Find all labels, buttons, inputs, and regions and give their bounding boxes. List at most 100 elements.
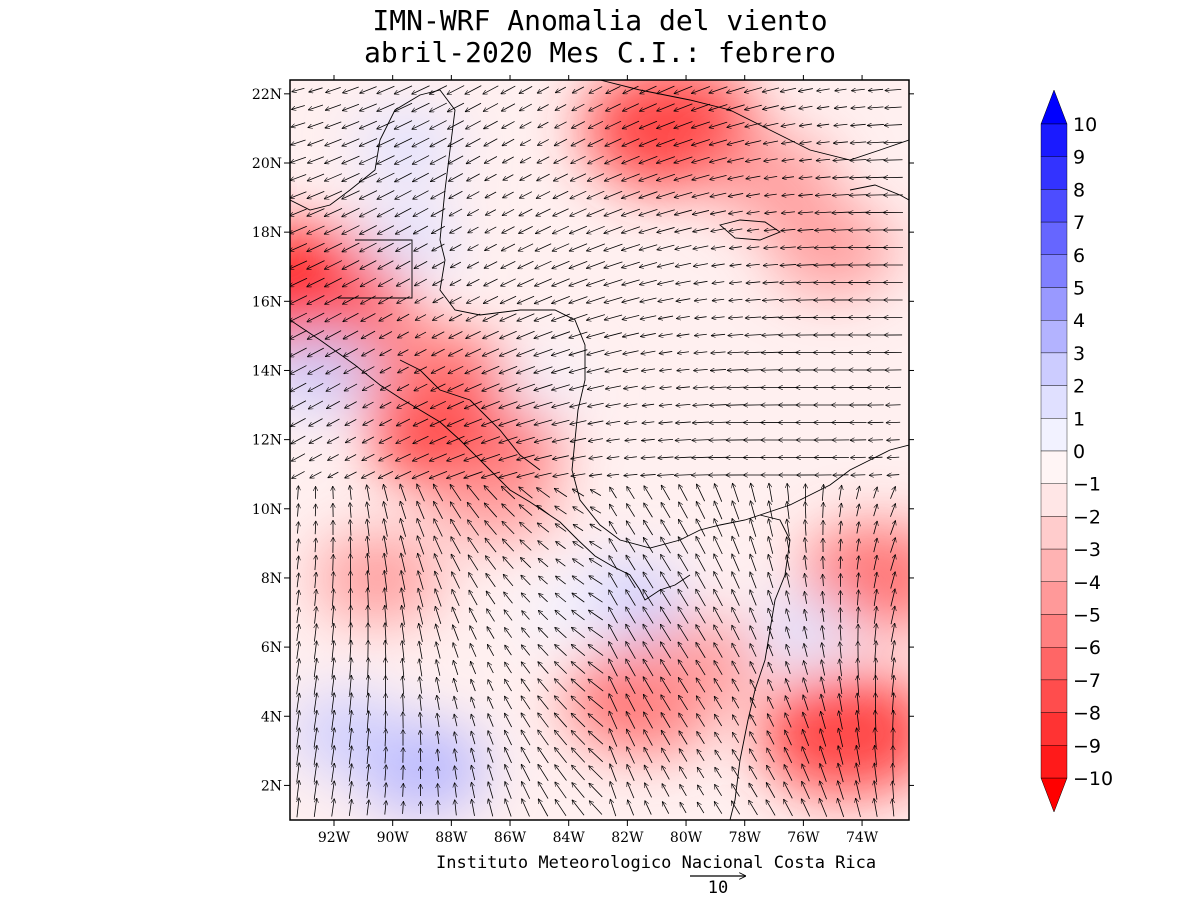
- wind-vector: [520, 557, 532, 568]
- wind-vector: [467, 485, 480, 501]
- wind-vector: [692, 210, 710, 214]
- wind-vector: [520, 540, 532, 551]
- wind-vector: [359, 138, 378, 146]
- lon-tick-label: 90W: [377, 830, 410, 846]
- wind-vector: [384, 553, 388, 573]
- wind-vector: [384, 570, 387, 590]
- wind-vector: [342, 86, 359, 93]
- wind-vector: [465, 365, 482, 374]
- anomaly-region: [751, 591, 856, 668]
- wind-vector: [817, 107, 830, 109]
- wind-vector: [674, 174, 693, 181]
- wind-vector: [290, 330, 307, 340]
- wind-vector: [450, 279, 462, 286]
- wind-vector: [873, 521, 878, 535]
- wind-vector: [431, 208, 446, 217]
- wind-vector: [606, 421, 621, 423]
- wind-vector: [307, 225, 325, 234]
- wind-vector: [413, 435, 429, 443]
- colorbar-swatch: [1040, 483, 1068, 517]
- wind-vector: [866, 177, 885, 178]
- wind-vector: [464, 453, 483, 461]
- wind-vector: [799, 106, 813, 108]
- wind-vector: [464, 400, 483, 408]
- wind-vector: [572, 86, 585, 94]
- wind-vector: [327, 454, 339, 461]
- wind-vector: [782, 194, 795, 196]
- wind-vector: [832, 195, 850, 196]
- wind-vector: [430, 418, 447, 426]
- wind-vector: [431, 348, 445, 357]
- wind-vector: [676, 404, 691, 405]
- wind-vector: [447, 418, 465, 427]
- colorbar-swatch: [1040, 254, 1068, 288]
- wind-vector: [890, 520, 895, 535]
- wind-vector: [833, 142, 848, 143]
- wind-vector: [639, 279, 657, 285]
- wind-vector: [660, 502, 671, 519]
- wind-vector: [643, 537, 654, 553]
- wind-vector: [450, 554, 461, 572]
- wind-vector: [536, 191, 551, 199]
- wind-vector: [622, 297, 640, 303]
- colombia-caribbean-coast: [759, 444, 909, 516]
- wind-vector: [709, 157, 727, 163]
- wind-vector: [417, 484, 425, 502]
- wind-vector: [678, 484, 688, 501]
- wind-vector: [849, 159, 867, 160]
- wind-vector: [466, 155, 481, 165]
- wind-vector: [816, 142, 830, 144]
- wind-vector: [656, 120, 675, 128]
- wind-vector: [866, 195, 886, 196]
- wind-vector: [380, 366, 392, 374]
- wind-vector: [367, 570, 368, 590]
- wind-vector: [400, 484, 407, 502]
- wind-vector: [367, 536, 369, 555]
- wind-vector: [590, 506, 602, 514]
- wind-vector: [344, 365, 358, 375]
- wind-vector: [764, 194, 777, 196]
- wind-vector: [868, 107, 884, 108]
- wind-vector: [642, 404, 655, 406]
- wind-vector: [551, 366, 570, 373]
- wind-vector: [677, 334, 690, 336]
- wind-vector: [534, 401, 553, 408]
- wind-vector: [344, 383, 358, 392]
- wind-vector: [377, 242, 394, 253]
- wind-vector: [297, 521, 298, 534]
- wind-vector: [502, 539, 515, 552]
- wind-vector: [787, 519, 790, 537]
- wind-vector: [710, 192, 727, 197]
- wind-vector: [587, 385, 605, 390]
- wind-vector: [604, 296, 623, 303]
- wind-vector: [786, 555, 791, 571]
- wind-vector: [378, 453, 393, 462]
- wind-vector: [397, 313, 410, 322]
- wind-vector: [481, 453, 501, 460]
- wind-vector: [432, 243, 445, 252]
- wind-vector: [555, 524, 567, 532]
- wind-vector: [535, 260, 552, 269]
- wind-vector: [572, 488, 585, 497]
- wind-vector: [394, 120, 413, 130]
- wind-vector: [552, 225, 570, 234]
- wind-vector: [587, 208, 605, 217]
- lon-tick-label: 86W: [494, 830, 527, 846]
- wind-vector: [659, 351, 673, 353]
- wind-vector: [467, 278, 480, 287]
- wind-vector: [586, 349, 605, 355]
- wind-vector: [780, 87, 797, 92]
- wind-vector: [587, 155, 604, 164]
- wind-vector: [394, 137, 413, 148]
- wind-vector: [395, 453, 411, 461]
- wind-vector: [450, 484, 462, 502]
- wind-vector: [446, 471, 465, 478]
- wind-vector: [569, 384, 588, 390]
- wind-vector: [570, 437, 587, 441]
- wind-vector: [624, 404, 638, 406]
- wind-vector: [814, 265, 833, 266]
- lat-tick-label: 6N: [261, 640, 282, 656]
- wind-vector: [587, 402, 604, 407]
- wind-vector: [449, 313, 463, 322]
- wind-vector: [851, 89, 865, 91]
